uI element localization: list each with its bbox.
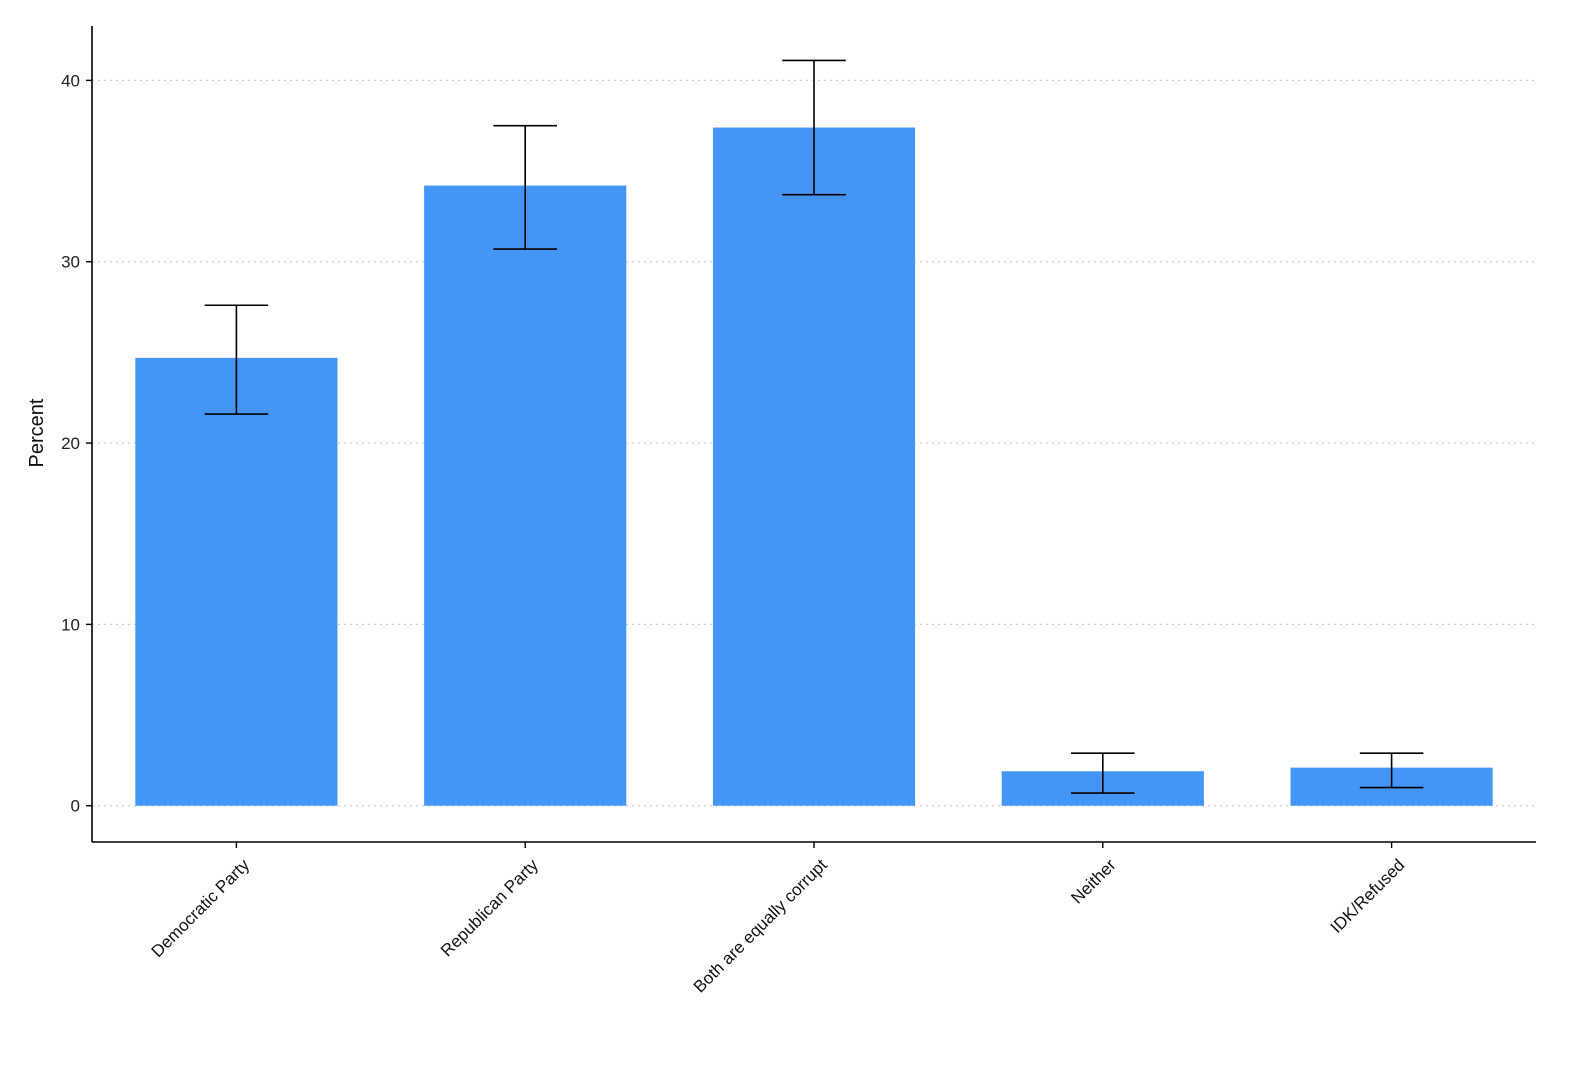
y-tick-label: 30 — [61, 253, 80, 272]
x-tick-label: Both are equally corrupt — [690, 855, 831, 996]
bars — [135, 127, 1493, 806]
x-tick-label: Democratic Party — [148, 855, 254, 961]
x-tick-label: Neither — [1067, 855, 1119, 907]
bar-0 — [135, 357, 338, 806]
y-tick-label: 40 — [61, 71, 80, 90]
bar-2 — [712, 127, 916, 806]
y-tick-label: 10 — [61, 615, 80, 634]
x-tick-label: Republican Party — [437, 855, 542, 960]
x-tick-labels: Democratic Party Republican Party Both are… — [148, 855, 1409, 996]
x-tick-label: IDK/Refused — [1327, 855, 1409, 937]
y-axis-title: Percent — [26, 398, 48, 467]
y-tick-labels: 0 10 20 30 40 — [61, 71, 80, 815]
bar-1 — [424, 185, 627, 806]
error-bars — [204, 59, 1424, 794]
axes — [86, 26, 1536, 848]
y-tick-label: 20 — [61, 434, 80, 453]
y-tick-label: 0 — [71, 797, 80, 816]
